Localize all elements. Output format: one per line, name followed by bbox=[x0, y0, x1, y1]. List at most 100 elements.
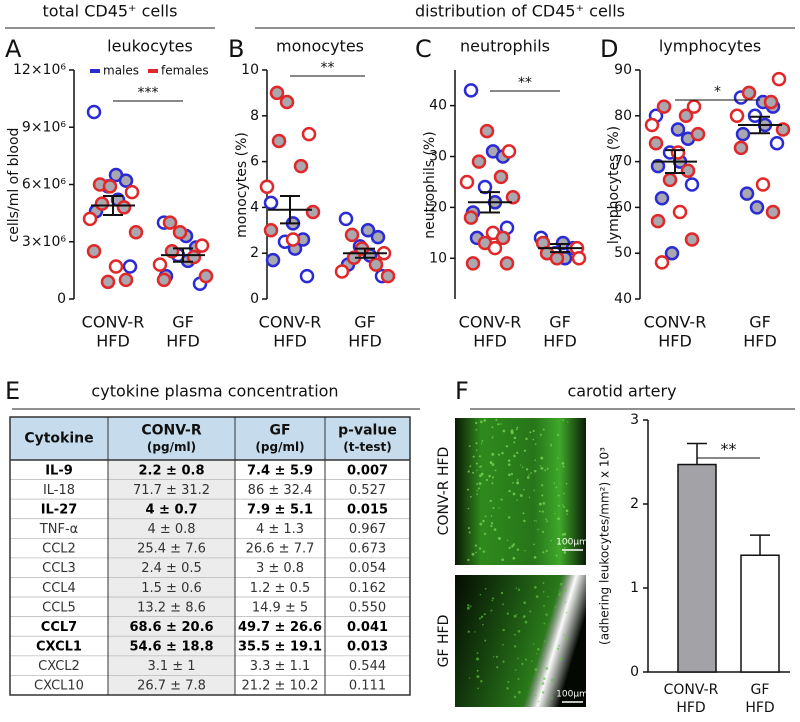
data-point bbox=[194, 238, 210, 253]
significance: *** bbox=[138, 85, 159, 101]
panel-title: leukocytes bbox=[107, 37, 193, 56]
header: total CD45⁺ cells bbox=[43, 2, 178, 21]
y-tick-label: 60 bbox=[614, 199, 632, 215]
data-point bbox=[459, 174, 475, 190]
y-tick-label: 2 bbox=[250, 245, 259, 261]
speckle bbox=[533, 543, 535, 546]
data-point bbox=[198, 268, 214, 284]
speckle bbox=[541, 494, 544, 497]
speckle bbox=[556, 468, 558, 471]
speckle bbox=[563, 532, 567, 536]
speckle bbox=[506, 612, 509, 615]
panel-letter: F bbox=[455, 377, 469, 405]
scale-label: 100µm bbox=[556, 538, 588, 548]
table-cell-text: 26.6 ± 7.7 bbox=[246, 542, 315, 557]
speckle bbox=[542, 582, 545, 584]
y-axis-label: (adhering leukocytes/mm²) x 10³ bbox=[598, 447, 612, 645]
table-cell-text: IL-27 bbox=[41, 502, 78, 517]
speckle bbox=[516, 451, 519, 455]
data-point bbox=[94, 196, 110, 211]
x-tick-label: HFD bbox=[745, 700, 774, 716]
speckle bbox=[483, 532, 487, 535]
data-point bbox=[769, 136, 785, 151]
data-point bbox=[672, 204, 688, 220]
speckle bbox=[517, 678, 520, 680]
table-cell-text: CXCL10 bbox=[34, 679, 84, 694]
speckle bbox=[513, 543, 515, 545]
speckle bbox=[492, 476, 495, 479]
data-point bbox=[301, 126, 317, 142]
data-point bbox=[749, 200, 765, 215]
speckle bbox=[483, 613, 486, 616]
table-cell-text: 0.673 bbox=[349, 542, 386, 557]
speckle bbox=[534, 668, 538, 671]
panel-title: neutrophils bbox=[460, 37, 550, 56]
speckle bbox=[502, 603, 504, 606]
speckle bbox=[534, 459, 536, 461]
table-cell-text: 0.162 bbox=[349, 581, 386, 596]
speckle bbox=[494, 469, 497, 472]
speckle bbox=[491, 452, 495, 456]
table-cell-text: 4 ± 0.7 bbox=[145, 502, 197, 517]
data-point bbox=[650, 158, 666, 174]
speckle bbox=[514, 669, 517, 671]
speckle bbox=[533, 520, 536, 522]
x-tick-label: HFD bbox=[348, 332, 382, 351]
speckle bbox=[476, 469, 478, 472]
speckle bbox=[474, 544, 477, 547]
panel-letter: B bbox=[228, 35, 244, 63]
data-point bbox=[670, 145, 686, 160]
speckle bbox=[557, 494, 560, 497]
speckle bbox=[467, 507, 470, 510]
data-point bbox=[116, 200, 132, 215]
speckle bbox=[515, 587, 518, 589]
table-header-bg bbox=[10, 417, 410, 460]
table-cell-text: 21.2 ± 10.2 bbox=[241, 679, 318, 694]
data-point bbox=[128, 224, 144, 240]
speckle bbox=[540, 466, 544, 470]
speckle bbox=[477, 687, 479, 690]
speckle bbox=[521, 662, 524, 665]
x-tick-label: CONV-R bbox=[664, 682, 719, 698]
speckle bbox=[491, 436, 494, 439]
speckle bbox=[502, 429, 506, 433]
speckle bbox=[557, 434, 559, 436]
data-point bbox=[684, 177, 700, 192]
data-point bbox=[549, 251, 565, 266]
y-axis-label: neutrophils (%) bbox=[422, 131, 438, 238]
x-tick-label: HFD bbox=[96, 332, 130, 351]
table-cell-text: 0.527 bbox=[349, 483, 386, 498]
table-border bbox=[9, 416, 411, 696]
speckle bbox=[541, 484, 544, 487]
speckle bbox=[513, 695, 517, 699]
speckle bbox=[543, 604, 545, 607]
data-point bbox=[263, 223, 279, 238]
speckle bbox=[491, 599, 493, 602]
speckle bbox=[470, 495, 472, 498]
table-cell-text: CXCL1 bbox=[36, 640, 82, 655]
speckle bbox=[490, 515, 493, 517]
data-point bbox=[259, 179, 275, 195]
speckle bbox=[541, 682, 545, 685]
speckle bbox=[517, 657, 519, 660]
speckle bbox=[506, 539, 509, 541]
data-point bbox=[338, 211, 354, 227]
speckle bbox=[542, 551, 545, 554]
speckle bbox=[532, 429, 535, 432]
speckle bbox=[512, 492, 516, 496]
table-header: (pg/ml) bbox=[147, 440, 196, 454]
x-tick-label: HFD bbox=[543, 332, 577, 351]
speckle bbox=[482, 519, 485, 523]
speckle bbox=[475, 421, 478, 425]
speckle bbox=[513, 436, 517, 440]
table-cell-text: 0.550 bbox=[349, 600, 386, 615]
speckle bbox=[543, 677, 546, 680]
data-point bbox=[305, 204, 321, 220]
speckle bbox=[523, 601, 527, 605]
speckle bbox=[555, 554, 558, 557]
speckle bbox=[554, 606, 557, 608]
bar bbox=[740, 554, 780, 673]
speckle bbox=[542, 502, 546, 505]
speckle bbox=[479, 465, 483, 468]
speckle bbox=[476, 652, 479, 654]
